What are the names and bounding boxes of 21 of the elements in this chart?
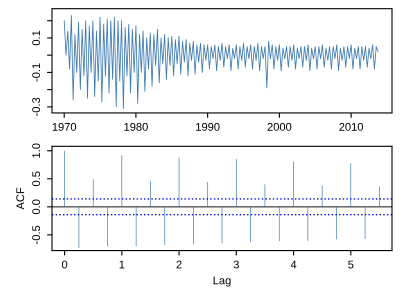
y-axis-title: ACF [16,188,24,210]
x-tick-label: 2010 [339,122,364,131]
x-axis-title: Lag [214,276,231,287]
x-tick-label: 2 [176,260,182,268]
y-tick-label: 0.5 [32,172,40,186]
x-tick-label: 4 [290,260,296,268]
y-tick-label: -0.1 [32,63,40,82]
y-tick-label: -0.5 [32,226,40,244]
x-tick-label: 1 [120,260,124,268]
y-tick-label: 1.0 [32,143,40,158]
line-series [64,15,378,110]
x-tick-label: 5 [348,260,354,268]
y-tick-label: -0.3 [32,98,40,116]
x-tick-label: 1970 [52,122,76,131]
y-tick-label: 0.1 [32,30,40,46]
x-tick-label: 0 [62,260,68,268]
x-tick-label: 1990 [196,122,220,131]
y-tick-label: 0.0 [32,200,40,214]
x-tick-label: 2000 [268,122,292,131]
x-tick-label: 3 [234,260,239,268]
x-tick-label: 1980 [124,122,148,131]
